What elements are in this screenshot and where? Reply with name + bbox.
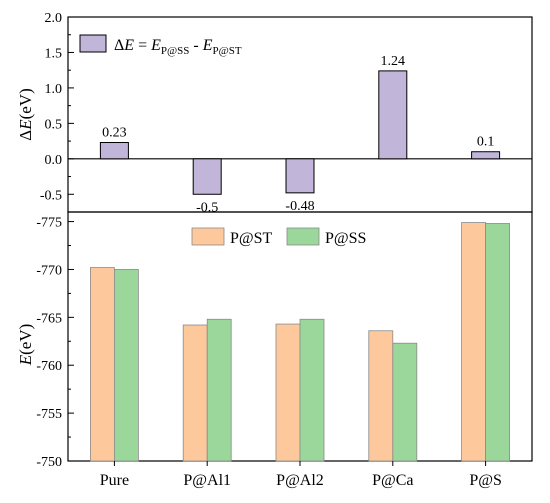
legend-part: Δ — [114, 37, 124, 54]
x-category-label: P@S — [469, 472, 502, 489]
y-tick-label-top: 1.0 — [45, 82, 63, 97]
y-tick-label-bottom: -755 — [36, 407, 62, 422]
legend-part: E — [202, 37, 213, 54]
energy-bar-pss — [206, 318, 232, 462]
y-tick-label-top: -0.5 — [40, 188, 62, 203]
energy-bar-pss — [114, 269, 139, 462]
delta-data-label: -0.48 — [285, 199, 314, 214]
y-tick-label-top: 0.5 — [45, 117, 63, 132]
y-tick-label-top: 0.0 — [45, 153, 63, 168]
y-label-unit: (eV) — [16, 324, 35, 355]
y-axis-label-bottom: E(eV) — [16, 324, 35, 367]
energy-bar-pst — [368, 330, 394, 462]
y-tick-label-bottom: -770 — [36, 263, 62, 278]
energy-bar-pst — [461, 222, 487, 462]
delta-bar — [378, 70, 408, 160]
y-label-delta: Δ — [16, 130, 35, 141]
legend-sub: P@SS — [161, 45, 189, 57]
legend-label-pss: P@SS — [325, 230, 366, 247]
delta-bar — [192, 158, 222, 195]
delta-data-label: -0.5 — [196, 200, 218, 215]
y-tick-label-bottom: -775 — [36, 216, 62, 231]
delta-data-label: 0.23 — [102, 126, 127, 141]
legend-part: = — [134, 37, 151, 54]
x-category-label: P@Al2 — [276, 472, 324, 489]
energy-bar-pss — [299, 318, 325, 462]
y-axis-label-top: ΔE(eV) — [16, 88, 35, 140]
delta-data-label: 0.1 — [477, 135, 495, 150]
legend-part: E — [123, 37, 134, 54]
y-tick-label-bottom: -760 — [36, 359, 62, 374]
legend-label-pst: P@ST — [230, 230, 273, 247]
delta-bar — [471, 151, 501, 160]
y-tick-label-top: 2.0 — [45, 11, 63, 26]
y-tick-label-bottom: -765 — [36, 311, 62, 326]
energy-bar-pss — [485, 223, 511, 462]
delta-bar — [285, 158, 315, 194]
legend-sub: P@ST — [212, 45, 241, 57]
y-tick-label-top: 1.5 — [45, 46, 63, 61]
x-category-label: P@Al1 — [183, 472, 231, 489]
delta-data-label: 1.24 — [381, 54, 406, 69]
energy-bar-pst — [90, 267, 115, 462]
legend-part: E — [150, 37, 161, 54]
energy-bar-pst — [182, 324, 208, 462]
legend-swatch-pst — [191, 227, 225, 246]
y-label-E: E — [16, 354, 35, 366]
x-category-label: P@Ca — [372, 472, 413, 489]
energy-bar-pss — [392, 342, 418, 462]
legend-swatch-delta — [79, 34, 107, 53]
legend-label-delta: ΔE = EP@SS - EP@ST — [114, 37, 242, 57]
delta-bar — [99, 142, 129, 160]
energy-bar-pst — [275, 323, 301, 462]
legend-part: - — [189, 37, 202, 54]
legend-swatch-pss — [286, 227, 320, 246]
x-category-label: Pure — [100, 472, 129, 489]
y-tick-label-bottom: -750 — [36, 455, 62, 470]
y-label-unit: (eV) — [16, 88, 35, 119]
y-label-E: E — [16, 119, 35, 131]
